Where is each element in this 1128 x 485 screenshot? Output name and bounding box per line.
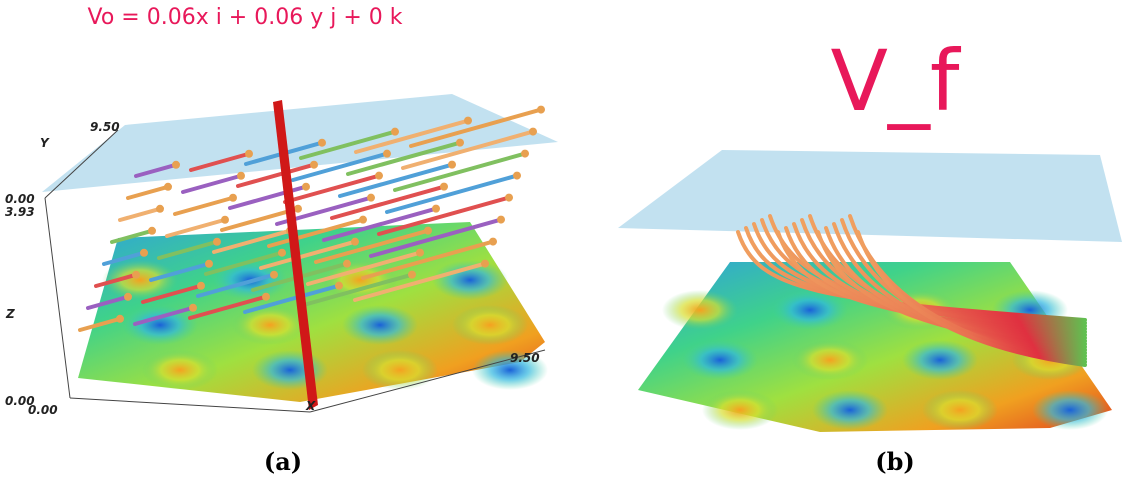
arrow-head xyxy=(140,249,148,257)
arrow-head xyxy=(343,260,351,268)
arrow-head xyxy=(383,150,391,158)
panel-b: V_f (b) xyxy=(618,32,1122,476)
arrow-head xyxy=(521,150,529,158)
surface-spot xyxy=(452,305,528,345)
arrow-head xyxy=(448,161,456,169)
surface-spot xyxy=(252,350,328,390)
arrow-head xyxy=(270,271,278,279)
arrow-head xyxy=(310,161,318,169)
arrow-head xyxy=(116,315,124,323)
surface-spot xyxy=(922,390,998,430)
arrow-head xyxy=(359,216,367,224)
vector-arrow xyxy=(120,209,160,220)
surface-spot xyxy=(702,390,778,430)
z-axis-label: Z xyxy=(5,307,15,321)
arrow-head xyxy=(156,205,164,213)
y-tick-label: 0.00 xyxy=(5,192,35,206)
arrow-head xyxy=(335,282,343,290)
arrow-head xyxy=(440,183,448,191)
x-axis-label: X xyxy=(305,399,316,413)
y-tick-label: 9.50 xyxy=(90,120,120,134)
arrow-head xyxy=(456,139,464,147)
arrow-head xyxy=(278,249,286,257)
arrow-head xyxy=(351,238,359,246)
arrow-head xyxy=(505,194,513,202)
arrow-head xyxy=(229,194,237,202)
caption: (b) xyxy=(875,447,915,476)
arrow-head xyxy=(367,194,375,202)
vector-arrow xyxy=(128,187,168,198)
arrow-head xyxy=(245,150,253,158)
x-tick-label: 0.00 xyxy=(28,403,58,417)
surface-spot xyxy=(682,340,758,380)
arrow-head xyxy=(529,128,537,136)
arrow-head xyxy=(164,183,172,191)
arrow-head xyxy=(481,260,489,268)
arrow-head xyxy=(391,128,399,136)
arrow-head xyxy=(294,205,302,213)
surface-spot xyxy=(342,305,418,345)
caption: (a) xyxy=(264,447,302,476)
surface-spot xyxy=(792,340,868,380)
surface-spot xyxy=(812,390,888,430)
arrow-head xyxy=(416,249,424,257)
arrow-head xyxy=(189,304,197,312)
panel-title: V_f xyxy=(830,32,961,130)
figure: Vo = 0.06x i + 0.06 y j + 0 k Y Z X 9.50… xyxy=(0,0,1128,485)
x-tick-label: 9.50 xyxy=(510,351,540,365)
arrow-head xyxy=(408,271,416,279)
arrow-head xyxy=(537,106,545,114)
y-axis-label: Y xyxy=(40,136,50,150)
arrow-head xyxy=(148,227,156,235)
arrow-head xyxy=(513,172,521,180)
arrow-head xyxy=(221,216,229,224)
vector-arrow xyxy=(387,176,517,212)
arrow-head xyxy=(489,238,497,246)
arrow-head xyxy=(237,172,245,180)
surface-spot xyxy=(362,350,438,390)
arrow-head xyxy=(205,260,213,268)
arrow-head xyxy=(318,139,326,147)
arrow-head xyxy=(124,293,132,301)
arrow-head xyxy=(132,271,140,279)
arrow-head xyxy=(497,216,505,224)
panel-title: Vo = 0.06x i + 0.06 y j + 0 k xyxy=(87,5,402,30)
arrow-head xyxy=(375,172,383,180)
surface-spot xyxy=(142,350,218,390)
surface-spot xyxy=(902,340,978,380)
arrow-head xyxy=(302,183,310,191)
surface-spot xyxy=(1032,390,1108,430)
vector-arrow xyxy=(175,198,233,214)
arrow-head xyxy=(172,161,180,169)
arrow-head xyxy=(262,293,270,301)
arrow-head xyxy=(197,282,205,290)
surface-spot xyxy=(662,290,738,330)
z-tick-label: 3.93 xyxy=(5,205,35,219)
panel-a: Vo = 0.06x i + 0.06 y j + 0 k Y Z X 9.50… xyxy=(5,5,558,476)
plane xyxy=(618,150,1122,242)
arrow-head xyxy=(464,117,472,125)
vector-arrow xyxy=(183,176,241,192)
arrow-head xyxy=(432,205,440,213)
arrow-head xyxy=(213,238,221,246)
vector-arrow xyxy=(395,154,525,190)
arrow-head xyxy=(424,227,432,235)
